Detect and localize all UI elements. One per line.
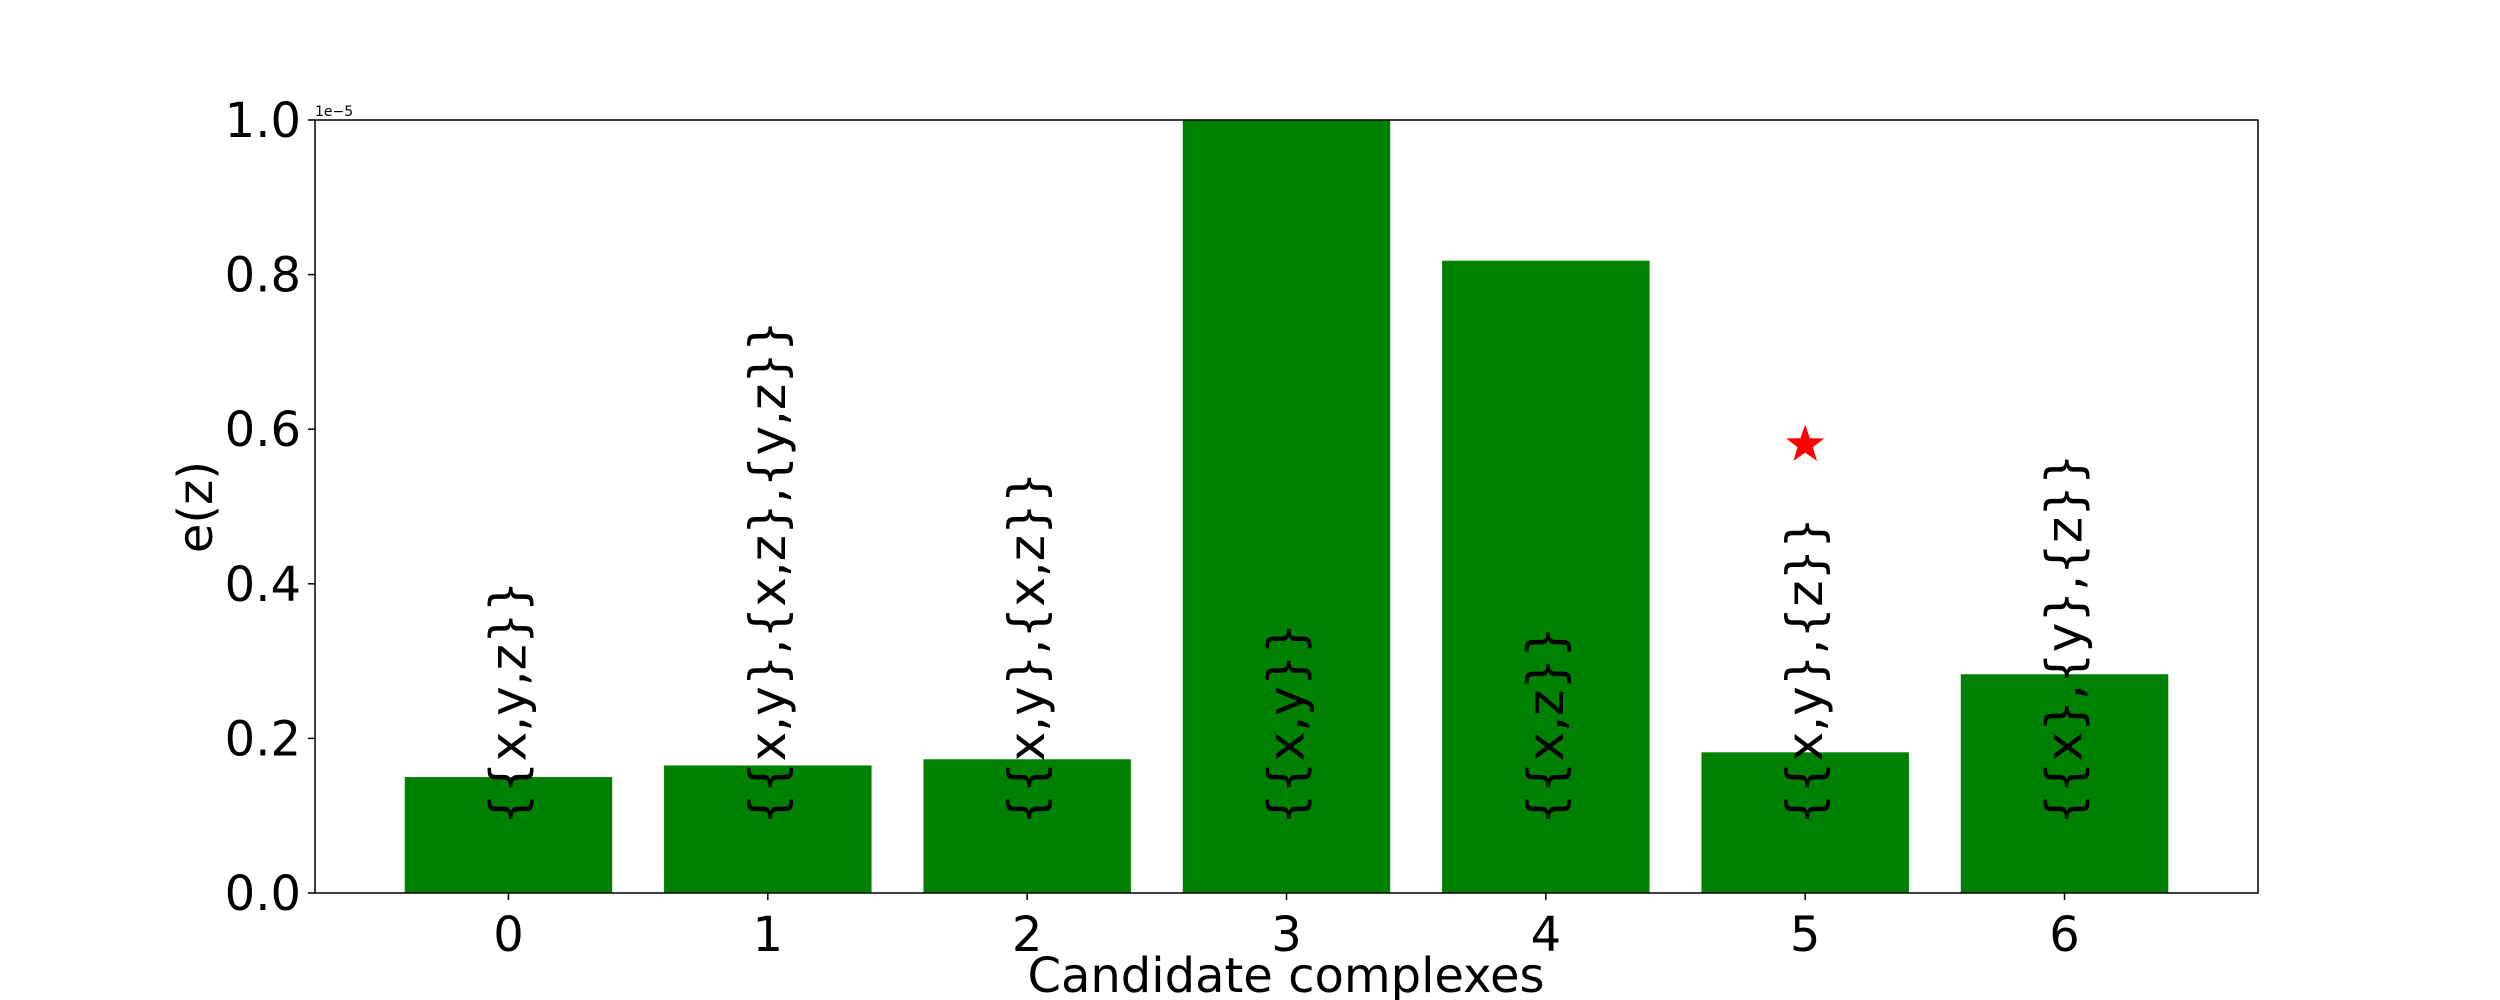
bar-label-0: {{x,y,z}} <box>479 581 537 825</box>
x-tick-label-1: 1 <box>753 907 784 963</box>
x-tick-label-0: 0 <box>493 907 524 963</box>
x-tick-label-4: 4 <box>1531 907 1562 963</box>
x-tick-label-3: 3 <box>1271 907 1302 963</box>
bar-label-1: {{x,y},{x,z},{y,z}} <box>739 320 797 825</box>
marker-layer <box>1786 424 1825 461</box>
x-tick-label-5: 5 <box>1790 907 1821 963</box>
bar-label-2: {{x,y},{x,z}} <box>998 471 1056 825</box>
bar-label-3: {{x,y}} <box>1258 623 1316 825</box>
x-axis: 0 1 2 3 4 5 6 <box>493 893 2080 963</box>
y-offset-label: 1e−5 <box>315 104 353 120</box>
x-axis-title: Candidate complexes <box>1027 948 1544 1000</box>
bar-label-6: {{x},{y},{z}} <box>2036 453 2094 825</box>
bar-3 <box>1182 120 1391 893</box>
bar-labels-layer: {{x,y,z}} {{x,y},{x,z},{y,z}} {{x,y},{x,z}… <box>479 320 2093 825</box>
bar-6 <box>1960 674 2169 893</box>
bar-2 <box>923 759 1131 893</box>
y-tick-label-0.2: 0.2 <box>225 711 301 767</box>
bar-label-5: {{x,y},{z}} <box>1776 517 1834 825</box>
y-tick-label-0.4: 0.4 <box>225 557 301 613</box>
y-axis-title: e(z) <box>168 461 224 553</box>
y-axis: 0.0 0.2 0.4 0.6 0.8 1.0 <box>225 93 315 922</box>
x-tick-label-6: 6 <box>2049 907 2080 963</box>
bar-5 <box>1701 752 1909 893</box>
y-tick-label-0.6: 0.6 <box>225 402 301 458</box>
bar-1 <box>664 765 872 893</box>
y-tick-label-0.8: 0.8 <box>225 248 301 304</box>
bar-0 <box>404 777 613 893</box>
bars-layer <box>404 120 2169 893</box>
y-tick-label-0.0: 0.0 <box>225 866 301 922</box>
x-tick-label-2: 2 <box>1012 907 1043 963</box>
bar-label-4: {{x,z}} <box>1517 626 1575 825</box>
bar-4 <box>1442 260 1650 893</box>
y-tick-label-1.0: 1.0 <box>225 93 301 149</box>
star-marker <box>1786 424 1825 461</box>
